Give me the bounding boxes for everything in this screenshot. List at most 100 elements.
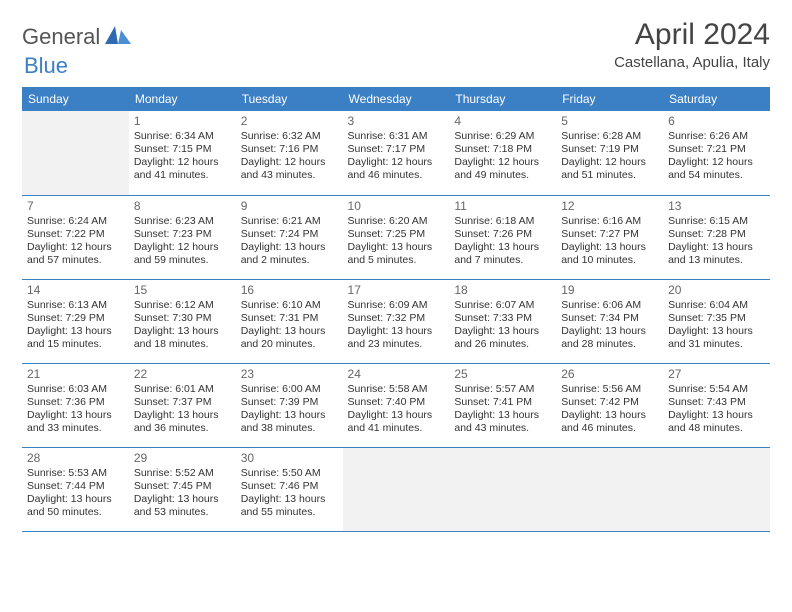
sunset-line: Sunset: 7:23 PM [134, 228, 231, 241]
sunrise-line: Sunrise: 6:18 AM [454, 215, 551, 228]
sunrise-line: Sunrise: 6:01 AM [134, 383, 231, 396]
day-number: 25 [454, 367, 551, 382]
calendar-cell: 1Sunrise: 6:34 AMSunset: 7:15 PMDaylight… [129, 111, 236, 195]
calendar-cell: 25Sunrise: 5:57 AMSunset: 7:41 PMDayligh… [449, 363, 556, 447]
sunset-line: Sunset: 7:43 PM [668, 396, 765, 409]
sunset-line: Sunset: 7:40 PM [348, 396, 445, 409]
calendar-week-row: 28Sunrise: 5:53 AMSunset: 7:44 PMDayligh… [22, 447, 770, 531]
calendar-cell [22, 111, 129, 195]
sunset-line: Sunset: 7:37 PM [134, 396, 231, 409]
sunrise-line: Sunrise: 6:15 AM [668, 215, 765, 228]
sunrise-line: Sunrise: 5:52 AM [134, 467, 231, 480]
daylight-line: Daylight: 13 hours and 43 minutes. [454, 409, 551, 435]
sunset-line: Sunset: 7:39 PM [241, 396, 338, 409]
sunrise-line: Sunrise: 6:07 AM [454, 299, 551, 312]
calendar-cell: 4Sunrise: 6:29 AMSunset: 7:18 PMDaylight… [449, 111, 556, 195]
daylight-line: Daylight: 13 hours and 26 minutes. [454, 325, 551, 351]
calendar-cell: 13Sunrise: 6:15 AMSunset: 7:28 PMDayligh… [663, 195, 770, 279]
sunrise-line: Sunrise: 6:06 AM [561, 299, 658, 312]
day-number: 27 [668, 367, 765, 382]
sunset-line: Sunset: 7:36 PM [27, 396, 124, 409]
sunset-line: Sunset: 7:45 PM [134, 480, 231, 493]
sunset-line: Sunset: 7:30 PM [134, 312, 231, 325]
sunset-line: Sunset: 7:15 PM [134, 143, 231, 156]
calendar-week-row: 1Sunrise: 6:34 AMSunset: 7:15 PMDaylight… [22, 111, 770, 195]
daylight-line: Daylight: 12 hours and 43 minutes. [241, 156, 338, 182]
sunset-line: Sunset: 7:24 PM [241, 228, 338, 241]
sunrise-line: Sunrise: 5:58 AM [348, 383, 445, 396]
sunrise-line: Sunrise: 6:29 AM [454, 130, 551, 143]
day-number: 7 [27, 199, 124, 214]
calendar-header-row: SundayMondayTuesdayWednesdayThursdayFrid… [22, 87, 770, 111]
calendar-week-row: 14Sunrise: 6:13 AMSunset: 7:29 PMDayligh… [22, 279, 770, 363]
sunset-line: Sunset: 7:19 PM [561, 143, 658, 156]
sunset-line: Sunset: 7:26 PM [454, 228, 551, 241]
daylight-line: Daylight: 12 hours and 51 minutes. [561, 156, 658, 182]
day-number: 3 [348, 114, 445, 129]
daylight-line: Daylight: 13 hours and 55 minutes. [241, 493, 338, 519]
calendar-cell: 21Sunrise: 6:03 AMSunset: 7:36 PMDayligh… [22, 363, 129, 447]
sunset-line: Sunset: 7:34 PM [561, 312, 658, 325]
day-number: 5 [561, 114, 658, 129]
sunrise-line: Sunrise: 6:13 AM [27, 299, 124, 312]
day-number: 8 [134, 199, 231, 214]
calendar-cell: 14Sunrise: 6:13 AMSunset: 7:29 PMDayligh… [22, 279, 129, 363]
sunset-line: Sunset: 7:17 PM [348, 143, 445, 156]
sunrise-line: Sunrise: 6:23 AM [134, 215, 231, 228]
calendar-cell: 29Sunrise: 5:52 AMSunset: 7:45 PMDayligh… [129, 447, 236, 531]
sunset-line: Sunset: 7:18 PM [454, 143, 551, 156]
weekday-header: Thursday [449, 87, 556, 111]
daylight-line: Daylight: 13 hours and 41 minutes. [348, 409, 445, 435]
calendar-cell [343, 447, 450, 531]
sunset-line: Sunset: 7:29 PM [27, 312, 124, 325]
daylight-line: Daylight: 13 hours and 31 minutes. [668, 325, 765, 351]
daylight-line: Daylight: 13 hours and 53 minutes. [134, 493, 231, 519]
sunrise-line: Sunrise: 6:10 AM [241, 299, 338, 312]
calendar-week-row: 7Sunrise: 6:24 AMSunset: 7:22 PMDaylight… [22, 195, 770, 279]
calendar-cell: 26Sunrise: 5:56 AMSunset: 7:42 PMDayligh… [556, 363, 663, 447]
calendar-cell: 18Sunrise: 6:07 AMSunset: 7:33 PMDayligh… [449, 279, 556, 363]
sunrise-line: Sunrise: 5:57 AM [454, 383, 551, 396]
sunset-line: Sunset: 7:22 PM [27, 228, 124, 241]
sunrise-line: Sunrise: 5:50 AM [241, 467, 338, 480]
day-number: 22 [134, 367, 231, 382]
weekday-header: Wednesday [343, 87, 450, 111]
day-number: 17 [348, 283, 445, 298]
calendar-cell: 20Sunrise: 6:04 AMSunset: 7:35 PMDayligh… [663, 279, 770, 363]
day-number: 29 [134, 451, 231, 466]
daylight-line: Daylight: 13 hours and 13 minutes. [668, 241, 765, 267]
day-number: 30 [241, 451, 338, 466]
calendar-cell [556, 447, 663, 531]
sunrise-line: Sunrise: 5:53 AM [27, 467, 124, 480]
logo-triangle-icon [105, 26, 131, 49]
calendar-body: 1Sunrise: 6:34 AMSunset: 7:15 PMDaylight… [22, 111, 770, 531]
calendar-cell: 9Sunrise: 6:21 AMSunset: 7:24 PMDaylight… [236, 195, 343, 279]
sunset-line: Sunset: 7:25 PM [348, 228, 445, 241]
sunrise-line: Sunrise: 6:32 AM [241, 130, 338, 143]
day-number: 20 [668, 283, 765, 298]
calendar-week-row: 21Sunrise: 6:03 AMSunset: 7:36 PMDayligh… [22, 363, 770, 447]
daylight-line: Daylight: 13 hours and 48 minutes. [668, 409, 765, 435]
day-number: 24 [348, 367, 445, 382]
day-number: 28 [27, 451, 124, 466]
calendar-cell: 16Sunrise: 6:10 AMSunset: 7:31 PMDayligh… [236, 279, 343, 363]
daylight-line: Daylight: 13 hours and 46 minutes. [561, 409, 658, 435]
day-number: 13 [668, 199, 765, 214]
sunset-line: Sunset: 7:42 PM [561, 396, 658, 409]
sunrise-line: Sunrise: 6:26 AM [668, 130, 765, 143]
sunset-line: Sunset: 7:31 PM [241, 312, 338, 325]
daylight-line: Daylight: 13 hours and 5 minutes. [348, 241, 445, 267]
sunrise-line: Sunrise: 6:28 AM [561, 130, 658, 143]
sunset-line: Sunset: 7:35 PM [668, 312, 765, 325]
calendar-cell: 10Sunrise: 6:20 AMSunset: 7:25 PMDayligh… [343, 195, 450, 279]
calendar-cell [449, 447, 556, 531]
daylight-line: Daylight: 13 hours and 20 minutes. [241, 325, 338, 351]
day-number: 2 [241, 114, 338, 129]
daylight-line: Daylight: 13 hours and 10 minutes. [561, 241, 658, 267]
daylight-line: Daylight: 12 hours and 41 minutes. [134, 156, 231, 182]
sunrise-line: Sunrise: 6:16 AM [561, 215, 658, 228]
weekday-header: Sunday [22, 87, 129, 111]
calendar-cell: 3Sunrise: 6:31 AMSunset: 7:17 PMDaylight… [343, 111, 450, 195]
calendar-cell: 12Sunrise: 6:16 AMSunset: 7:27 PMDayligh… [556, 195, 663, 279]
weekday-header: Saturday [663, 87, 770, 111]
